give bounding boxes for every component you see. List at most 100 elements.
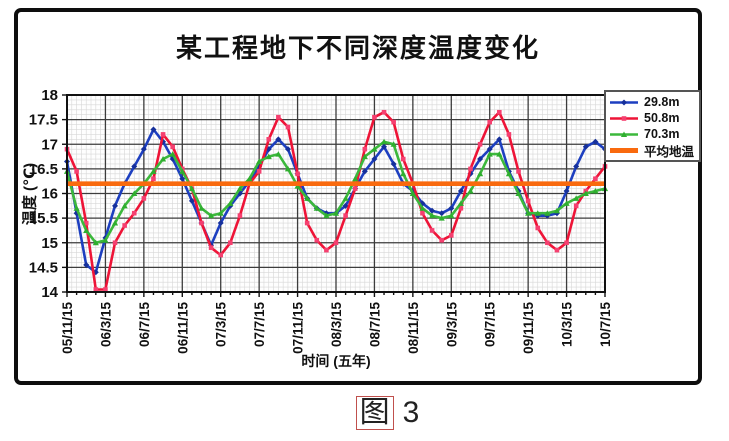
x-tick-label: 08/3/15 bbox=[329, 302, 344, 348]
data-point-marker bbox=[102, 237, 109, 243]
data-point-marker bbox=[545, 240, 550, 246]
data-point-marker bbox=[256, 169, 262, 174]
data-point-marker bbox=[111, 220, 119, 226]
data-point-marker bbox=[217, 210, 224, 216]
data-point-marker bbox=[112, 240, 118, 246]
legend-marker bbox=[620, 131, 628, 137]
data-point-marker bbox=[352, 175, 359, 182]
data-point-marker bbox=[380, 138, 388, 145]
data-point-marker bbox=[141, 196, 147, 201]
legend-item-50-8m: 50.8m bbox=[609, 111, 696, 126]
data-point-marker bbox=[448, 205, 455, 212]
data-point-marker bbox=[83, 220, 89, 226]
x-tick-label: 06/3/15 bbox=[98, 302, 113, 348]
data-point-marker bbox=[505, 170, 513, 177]
data-point-marker bbox=[151, 176, 156, 182]
data-point-marker bbox=[592, 138, 599, 145]
data-point-marker bbox=[73, 205, 80, 211]
data-point-marker bbox=[150, 126, 157, 133]
x-tick-label: 06/11/15 bbox=[175, 302, 190, 354]
y-tick-label: 16.5 bbox=[29, 161, 58, 178]
data-point-marker bbox=[362, 146, 368, 152]
data-point-marker bbox=[468, 166, 473, 172]
data-point-marker bbox=[179, 175, 186, 182]
x-tick-label: 08/7/15 bbox=[367, 302, 382, 348]
data-point-marker bbox=[150, 168, 157, 174]
data-point-marker bbox=[553, 207, 561, 214]
x-tick-label: 09/11/15 bbox=[521, 302, 536, 354]
data-point-marker bbox=[285, 124, 291, 130]
data-point-marker bbox=[208, 212, 215, 219]
data-point-marker bbox=[400, 170, 407, 177]
data-point-marker bbox=[563, 188, 570, 195]
data-point-marker bbox=[227, 200, 234, 206]
data-point-marker bbox=[515, 190, 522, 196]
data-point-marker bbox=[429, 228, 435, 233]
y-tick-label: 16 bbox=[41, 186, 58, 203]
data-point-marker bbox=[534, 210, 541, 216]
data-point-marker bbox=[448, 212, 455, 219]
data-point-marker bbox=[525, 198, 531, 204]
data-point-marker bbox=[121, 202, 128, 209]
x-tick-label: 07/11/15 bbox=[291, 302, 306, 354]
legend-marker-shape bbox=[620, 131, 628, 137]
data-point-marker bbox=[342, 195, 349, 201]
y-axis-title: 温度 (℃) bbox=[21, 162, 39, 226]
legend-swatch-29-8m bbox=[610, 99, 638, 105]
x-tick-label: 06/7/15 bbox=[137, 302, 152, 348]
data-point-marker bbox=[448, 233, 454, 238]
x-axis-title: 时间 (五年) bbox=[301, 353, 371, 369]
data-point-marker bbox=[295, 171, 300, 177]
data-point-marker bbox=[457, 200, 464, 206]
data-point-marker bbox=[496, 136, 503, 143]
data-point-marker bbox=[188, 197, 195, 204]
data-point-marker bbox=[218, 252, 224, 258]
data-point-marker bbox=[582, 190, 589, 196]
data-point-marker bbox=[266, 137, 272, 142]
data-point-marker bbox=[284, 146, 291, 153]
caption-fig-char: 图 bbox=[355, 396, 394, 430]
data-point-marker bbox=[573, 195, 580, 201]
data-point-marker bbox=[573, 163, 580, 170]
data-point-marker bbox=[496, 151, 503, 157]
data-point-marker bbox=[323, 212, 330, 219]
data-point-marker bbox=[544, 210, 551, 216]
data-point-marker bbox=[439, 237, 444, 243]
x-tick-label: 10/3/15 bbox=[560, 302, 575, 348]
data-point-marker bbox=[131, 190, 138, 196]
data-point-marker bbox=[390, 141, 397, 147]
data-point-marker bbox=[391, 119, 396, 125]
data-point-marker bbox=[486, 151, 493, 157]
data-point-marker bbox=[332, 210, 340, 216]
data-point-marker bbox=[400, 156, 406, 162]
data-point-marker bbox=[179, 168, 186, 174]
data-point-marker bbox=[582, 143, 589, 150]
data-point-marker bbox=[477, 156, 484, 163]
data-point-marker bbox=[486, 146, 493, 153]
x-tick-label: 05/11/15 bbox=[60, 302, 75, 354]
data-point-marker bbox=[554, 247, 560, 253]
data-point-marker bbox=[467, 188, 474, 194]
data-point-marker bbox=[112, 202, 119, 209]
data-point-marker bbox=[487, 119, 493, 125]
chart-title: 某工程地下不同深度温度变化 bbox=[175, 33, 540, 63]
data-point-marker bbox=[324, 247, 329, 253]
y-tick-label: 18 bbox=[41, 87, 58, 104]
data-point-marker bbox=[371, 146, 378, 152]
legend-label: 70.3m bbox=[644, 127, 680, 141]
data-point-marker bbox=[429, 207, 436, 214]
y-tick-label: 14 bbox=[41, 284, 58, 301]
data-point-marker bbox=[159, 156, 167, 162]
data-point-marker bbox=[122, 223, 127, 228]
legend-item-average: 平均地温 bbox=[609, 143, 696, 159]
data-point-marker bbox=[342, 202, 349, 209]
legend-swatch-50-8m bbox=[610, 115, 638, 121]
legend-swatch-average bbox=[610, 147, 638, 153]
x-tick-label: 07/3/15 bbox=[214, 302, 229, 348]
data-point-marker bbox=[314, 237, 320, 243]
legend: 29.8m 50.8m 70.3m 平均地温 bbox=[604, 90, 701, 162]
data-point-marker bbox=[361, 153, 368, 160]
